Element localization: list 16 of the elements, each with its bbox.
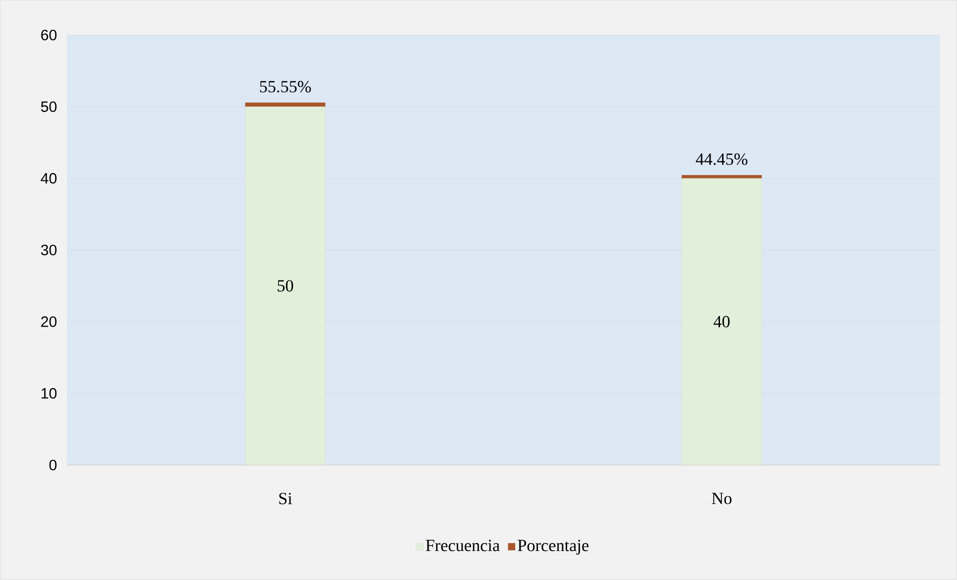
x-tick-label: No [712, 492, 732, 504]
data-label: 40 [714, 316, 730, 328]
data-label: 50 [278, 280, 294, 292]
y-tick-label: 20 [41, 316, 57, 327]
legend-label: Frecuencia [426, 540, 500, 552]
x-tick-label: Si [279, 492, 292, 504]
y-tick-label: 30 [41, 244, 57, 256]
data-label: 55.55% [260, 80, 311, 92]
y-tick-label: 10 [42, 388, 57, 399]
legend-label: Porcentaje [518, 540, 588, 555]
data-label: 44.45% [696, 153, 748, 165]
y-tick-label: 0 [49, 460, 57, 470]
y-tick-label: 40 [40, 173, 57, 184]
bar [245, 102, 326, 107]
y-tick-label: 50 [41, 101, 57, 112]
y-tick-label: 60 [41, 30, 57, 40]
